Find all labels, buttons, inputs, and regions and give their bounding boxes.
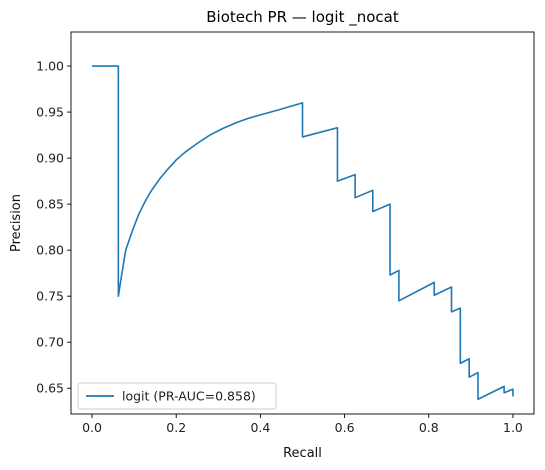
y-tick-label: 0.75 (36, 289, 64, 304)
legend-box (77, 382, 277, 410)
legend-label: logit (PR-AUC=0.858) (122, 389, 256, 404)
legend: logit (PR-AUC=0.858) (77, 382, 277, 410)
x-axis: 0.0 0.2 0.4 0.6 0.8 1.0 (82, 414, 523, 435)
y-tick-label: 1.00 (36, 59, 64, 74)
chart-title: Biotech PR — logit _nocat (206, 8, 399, 27)
y-tick-label: 0.95 (36, 105, 64, 120)
y-tick-label: 0.65 (36, 381, 64, 396)
x-tick-label: 0.6 (335, 420, 355, 435)
x-axis-label: Recall (283, 446, 322, 461)
x-tick-label: 0.2 (166, 420, 186, 435)
plot-area (70, 31, 535, 415)
y-tick-label: 0.90 (36, 151, 64, 166)
y-tick-label: 0.85 (36, 197, 64, 212)
y-tick-label: 0.80 (36, 243, 64, 258)
x-tick-label: 0.4 (250, 420, 270, 435)
x-tick-label: 0.0 (82, 420, 102, 435)
x-tick-label: 1.0 (503, 420, 523, 435)
plot-frame (70, 31, 535, 415)
pr-curve-series-0 (92, 65, 514, 401)
x-tick-label: 0.8 (419, 420, 439, 435)
y-tick-label: 0.70 (36, 335, 64, 350)
y-axis-label: Precision (9, 194, 24, 252)
y-axis: 0.65 0.70 0.75 0.80 0.85 0.90 0.95 1.00 (36, 59, 71, 396)
